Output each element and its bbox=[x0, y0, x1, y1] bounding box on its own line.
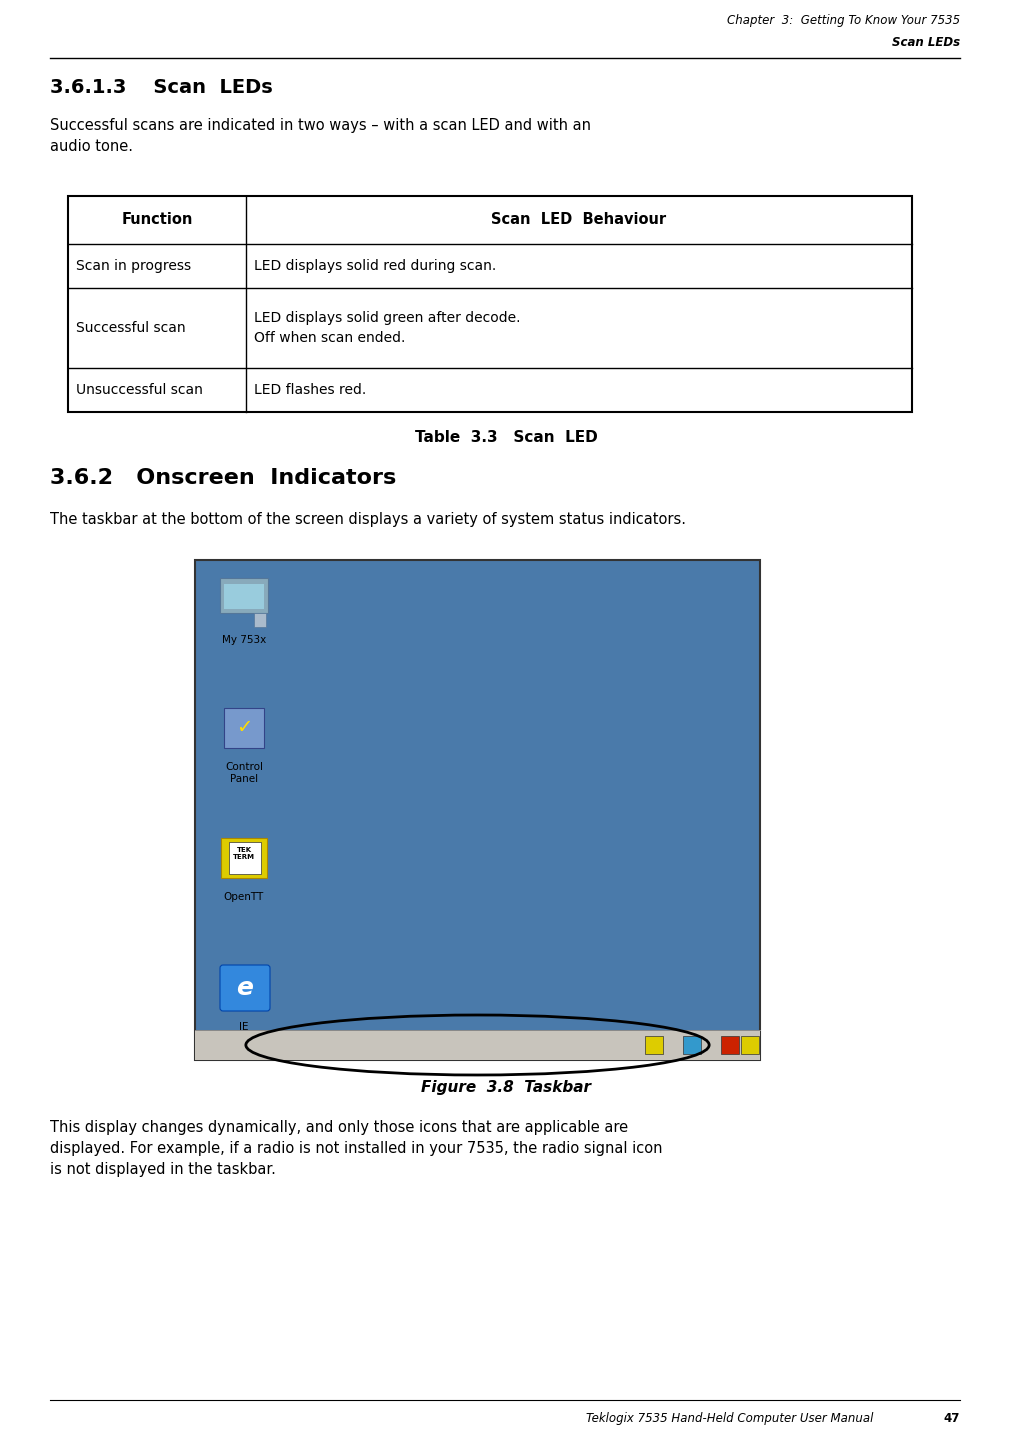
Text: Figure  3.8  Taskbar: Figure 3.8 Taskbar bbox=[421, 1080, 590, 1096]
Text: OpenTT: OpenTT bbox=[223, 892, 264, 903]
Bar bbox=[220, 839, 267, 878]
Text: Panel: Panel bbox=[229, 773, 258, 784]
Text: Table  3.3   Scan  LED: Table 3.3 Scan LED bbox=[415, 429, 596, 445]
Bar bbox=[68, 196, 911, 412]
Text: ✓: ✓ bbox=[236, 718, 252, 737]
Text: Scan in progress: Scan in progress bbox=[76, 258, 191, 273]
Text: Scan LEDs: Scan LEDs bbox=[891, 36, 959, 49]
Bar bbox=[644, 1036, 662, 1053]
Bar bbox=[228, 842, 261, 874]
Text: Scan  LED  Behaviour: Scan LED Behaviour bbox=[491, 212, 666, 228]
Text: LED displays solid green after decode.
Off when scan ended.: LED displays solid green after decode. O… bbox=[254, 312, 520, 345]
Text: This display changes dynamically, and only those icons that are applicable are
d: This display changes dynamically, and on… bbox=[50, 1120, 662, 1177]
Text: IE: IE bbox=[239, 1022, 249, 1032]
Text: 3.6.2   Onscreen  Indicators: 3.6.2 Onscreen Indicators bbox=[50, 469, 396, 488]
Bar bbox=[254, 612, 266, 627]
Text: TEK
TERM: TEK TERM bbox=[233, 847, 255, 860]
Text: 3.6.1.3    Scan  LEDs: 3.6.1.3 Scan LEDs bbox=[50, 78, 273, 97]
Text: Successful scan: Successful scan bbox=[76, 321, 185, 335]
Bar bbox=[720, 1036, 738, 1053]
Text: Successful scans are indicated in two ways – with a scan LED and with an
audio t: Successful scans are indicated in two wa… bbox=[50, 118, 590, 154]
Bar bbox=[740, 1036, 758, 1053]
Text: e: e bbox=[237, 977, 253, 1000]
Text: Control: Control bbox=[224, 762, 263, 772]
Text: LED flashes red.: LED flashes red. bbox=[254, 383, 366, 398]
Bar bbox=[195, 1030, 759, 1061]
Bar bbox=[682, 1036, 701, 1053]
Text: Chapter  3:  Getting To Know Your 7535: Chapter 3: Getting To Know Your 7535 bbox=[726, 15, 959, 28]
Text: My 753x: My 753x bbox=[221, 636, 266, 646]
Bar bbox=[223, 708, 264, 749]
Bar bbox=[195, 560, 759, 1061]
FancyBboxPatch shape bbox=[219, 965, 270, 1011]
Text: 47: 47 bbox=[942, 1412, 959, 1425]
Text: Function: Function bbox=[121, 212, 192, 228]
Text: Teklogix 7535 Hand-Held Computer User Manual: Teklogix 7535 Hand-Held Computer User Ma… bbox=[585, 1412, 872, 1425]
Bar bbox=[219, 577, 268, 612]
Text: The taskbar at the bottom of the screen displays a variety of system status indi: The taskbar at the bottom of the screen … bbox=[50, 512, 685, 527]
Bar bbox=[223, 583, 264, 609]
Text: Unsuccessful scan: Unsuccessful scan bbox=[76, 383, 202, 398]
Text: LED displays solid red during scan.: LED displays solid red during scan. bbox=[254, 258, 495, 273]
